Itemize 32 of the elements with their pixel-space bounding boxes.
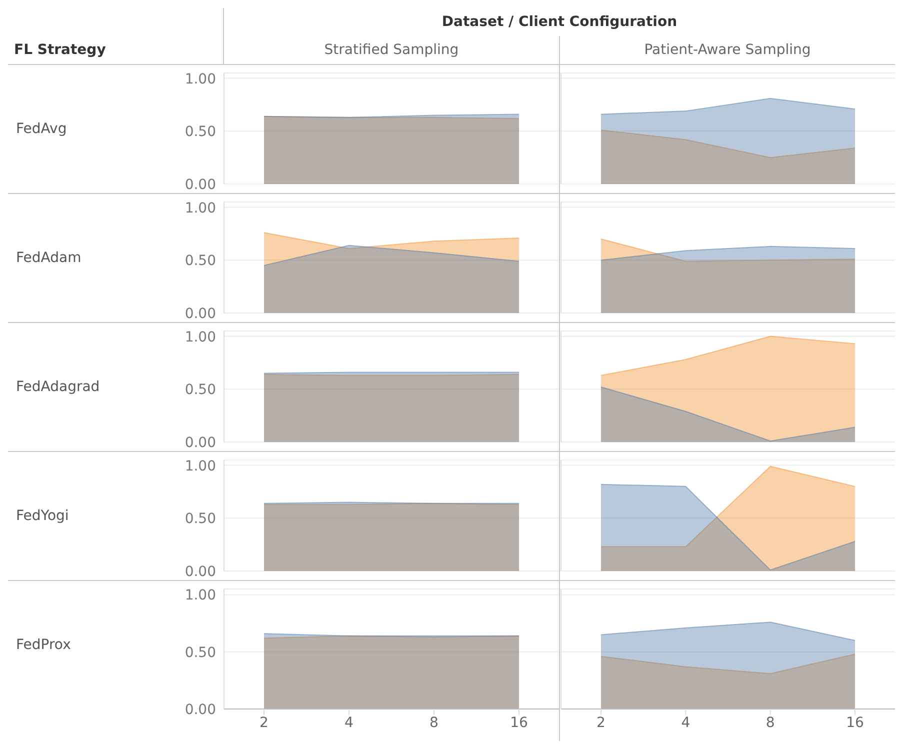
y-tick-label: 0.50 — [184, 382, 216, 398]
text: FL Strategy — [14, 42, 106, 58]
y-axis-title: FedAvg — [16, 121, 67, 137]
y-tick-label: 0.50 — [184, 511, 216, 528]
y-tick-label: 1.00 — [184, 329, 216, 346]
y-axis-title: FedAdagrad — [16, 379, 100, 395]
y-tick-label: 0.00 — [184, 434, 216, 451]
y-axis-title: FedYogi — [16, 508, 69, 524]
x-tick-label: 4 — [344, 714, 354, 731]
y-tick-label: 1.00 — [184, 588, 216, 604]
y-tick-label: 0.50 — [184, 253, 216, 270]
y-tick-label: 1.00 — [184, 458, 216, 474]
chart-title: Stratified Sampling — [324, 42, 459, 58]
y-tick-label: 1.00 — [184, 200, 216, 216]
y-tick-label: 0.00 — [184, 564, 216, 580]
y-tick-label: 1.00 — [184, 71, 216, 88]
x-tick-label: 2 — [596, 714, 606, 731]
x-tick-label: 2 — [260, 714, 268, 731]
y-tick-label: 0.50 — [184, 124, 216, 140]
y-tick-label: 0.50 — [184, 644, 216, 661]
x-tick-label: 8 — [430, 714, 438, 731]
x-tick-label: 8 — [766, 714, 775, 731]
text: Dataset / Client Configuration — [442, 14, 678, 30]
y-tick-label: 0.00 — [184, 176, 216, 193]
x-tick-label: 4 — [681, 714, 690, 731]
y-tick-label: 0.00 — [184, 702, 216, 718]
x-tick-label: 16 — [510, 714, 528, 731]
y-tick-label: 0.00 — [184, 306, 216, 322]
chart-title: Patient-Aware Sampling — [644, 42, 811, 58]
y-axis-title: FedProx — [16, 637, 71, 653]
y-axis-title: FedAdam — [16, 250, 82, 266]
x-tick-label: 16 — [846, 714, 864, 731]
